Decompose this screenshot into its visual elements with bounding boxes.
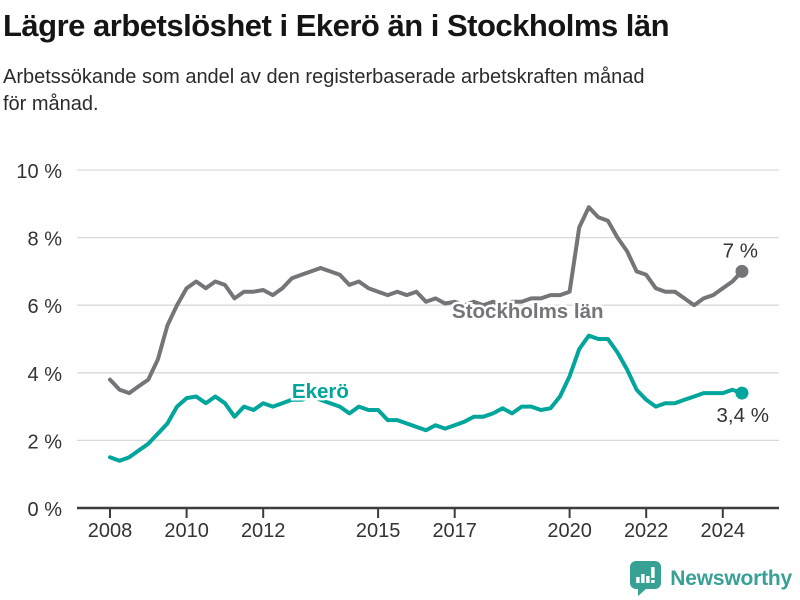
chart-title: Lägre arbetslöshet i Ekerö än i Stockhol…	[3, 8, 670, 43]
chart-header: Lägre arbetslöshet i Ekerö än i Stockhol…	[3, 8, 797, 118]
newsworthy-attribution: Newsworthy	[629, 561, 792, 596]
gridlines	[77, 169, 779, 442]
x-tick-label-2010: 2010	[164, 520, 209, 542]
x-tick-label-2024: 2024	[701, 520, 746, 542]
y-tick-label-8: 8 %	[28, 229, 63, 251]
end-value-annotations: 7 % 3,4 %	[717, 239, 769, 427]
x-tick-label-2022: 2022	[624, 520, 669, 542]
y-tick-label-2: 2 %	[28, 431, 63, 453]
x-tick-label-2015: 2015	[356, 520, 401, 542]
y-axis-tick-labels: 0 % 2 % 4 % 6 % 8 % 10 %	[16, 161, 62, 521]
logo-pin-shape	[630, 561, 662, 596]
end-dot-ekero	[735, 386, 749, 400]
y-tick-label-6: 6 %	[28, 296, 63, 318]
end-value-stockholm: 7 %	[723, 239, 758, 262]
x-tick-label-2017: 2017	[432, 520, 477, 542]
x-tick-label-2012: 2012	[241, 520, 286, 542]
data-series	[108, 205, 749, 463]
y-tick-label-0: 0 %	[28, 499, 63, 521]
x-axis-tick-labels: 2008 2010 2012 2015 2017 2020 2022 2024	[88, 520, 745, 542]
x-tick-label-2020: 2020	[547, 520, 592, 542]
series-inline-labels: Stockholms län Ekerö	[289, 298, 606, 406]
newsworthy-logo-icon	[630, 561, 662, 596]
newsworthy-brand-text: Newsworthy	[670, 566, 792, 590]
logo-bar-chart-glyph	[636, 567, 655, 583]
line-stockholm	[108, 205, 744, 396]
end-value-ekero: 3,4 %	[717, 404, 769, 427]
line-ekero	[108, 333, 744, 463]
x-tick-label-2008: 2008	[88, 520, 133, 542]
y-tick-label-10: 10 %	[16, 161, 62, 183]
chart-subtitle: Arbetssökande som andel av den registerb…	[3, 66, 645, 115]
y-tick-label-4: 4 %	[28, 364, 63, 386]
series-label-ekero: Ekerö	[292, 380, 349, 403]
end-dot-stockholm	[735, 264, 749, 278]
x-axis-line	[77, 506, 779, 518]
series-label-stockholm: Stockholms län	[452, 300, 604, 323]
